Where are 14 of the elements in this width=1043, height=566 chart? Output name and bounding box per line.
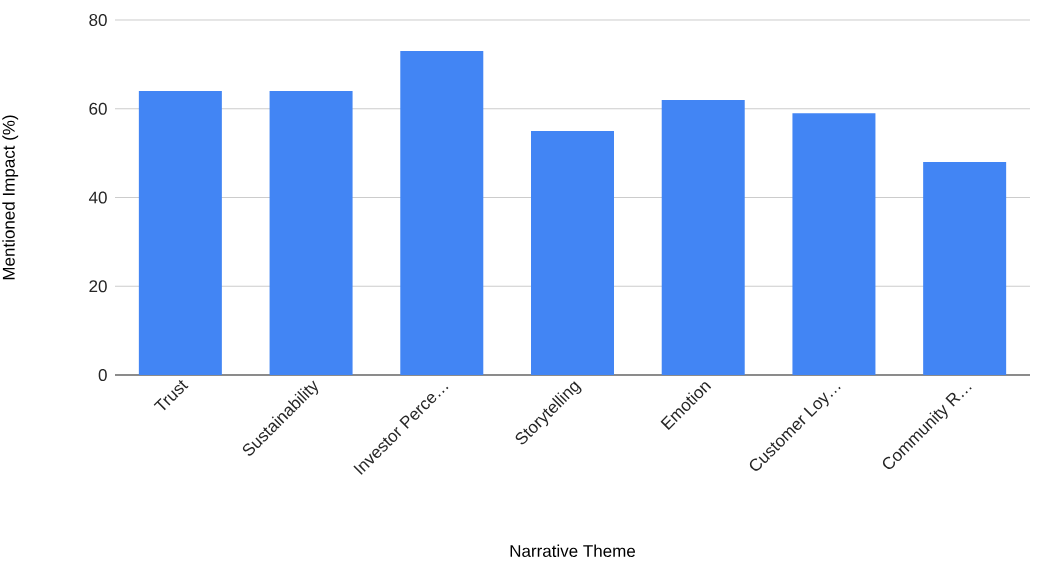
y-tick-label: 60 bbox=[89, 102, 107, 115]
y-tick-label: 80 bbox=[89, 13, 107, 27]
y-tick-label: 20 bbox=[89, 280, 107, 293]
y-axis-title: Mentioned Impact (%) bbox=[2, 115, 19, 280]
bar bbox=[400, 51, 484, 375]
bar bbox=[138, 91, 222, 375]
bar bbox=[923, 162, 1007, 375]
bar bbox=[269, 91, 353, 375]
y-tick-label: 0 bbox=[98, 368, 107, 382]
bar bbox=[531, 130, 614, 375]
bar bbox=[792, 113, 876, 375]
y-tick-label: 40 bbox=[88, 191, 107, 204]
x-axis-title: Narrative Theme bbox=[510, 544, 636, 558]
bar bbox=[661, 99, 745, 375]
